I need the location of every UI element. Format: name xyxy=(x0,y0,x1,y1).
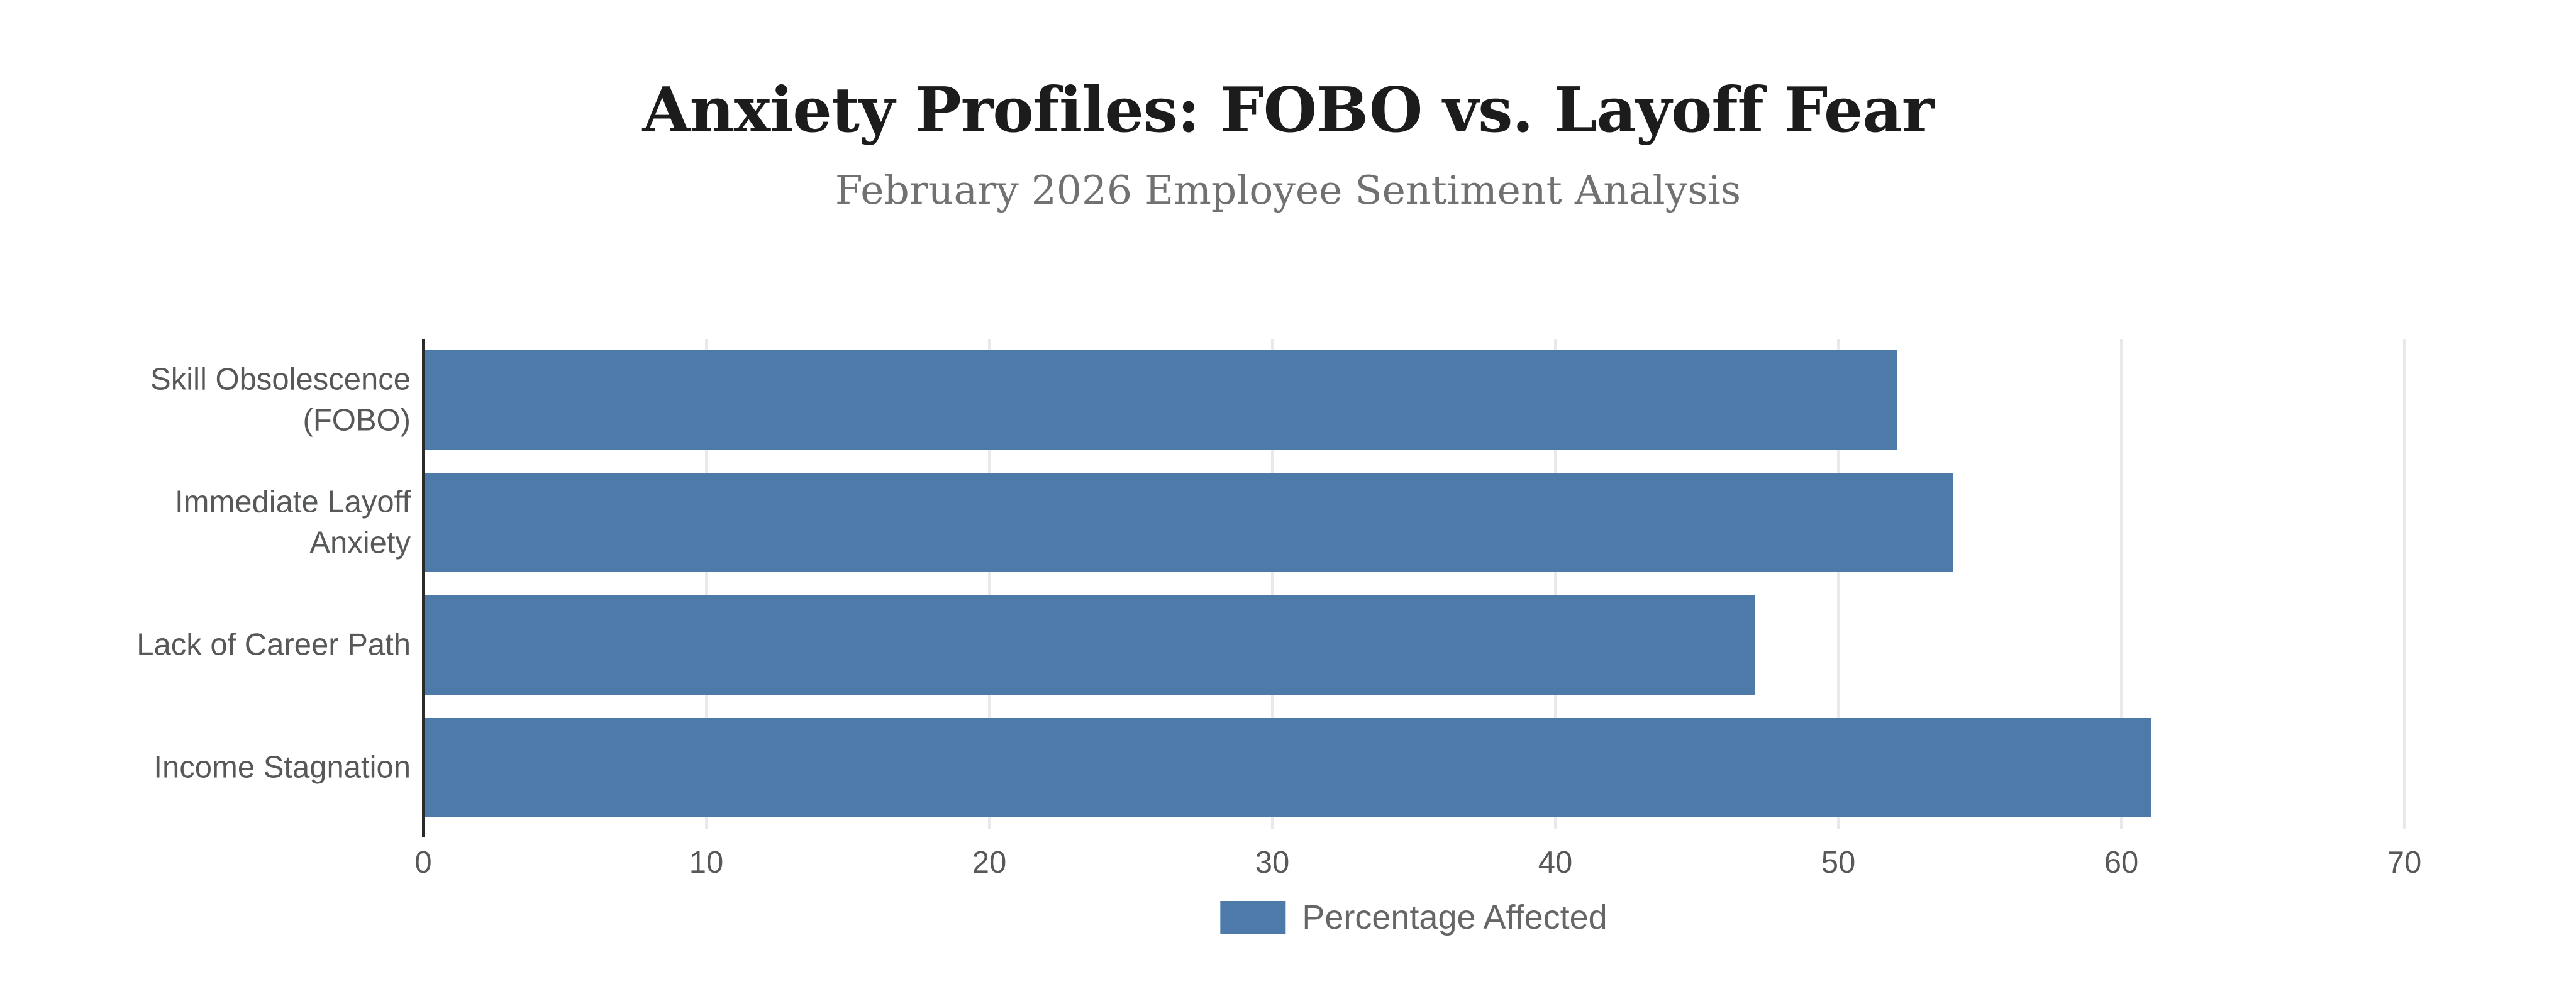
chart-title: Anxiety Profiles: FOBO vs. Layoff Fear xyxy=(642,74,1934,146)
legend-label: Percentage Affected xyxy=(1302,898,1607,936)
bar-lack-of-career-path xyxy=(425,595,1755,695)
gridline-x-50 xyxy=(1837,339,1840,829)
x-tick-label-50: 50 xyxy=(1821,846,1856,880)
y-axis-line xyxy=(422,339,425,837)
x-tick-label-20: 20 xyxy=(972,846,1007,880)
y-axis-label: Income Stagnation xyxy=(153,750,411,785)
chart-subtitle: February 2026 Employee Sentiment Analysi… xyxy=(835,167,1741,213)
x-tick-label-40: 40 xyxy=(1538,846,1573,880)
x-tick-label-70: 70 xyxy=(2387,846,2422,880)
gridline-x-60 xyxy=(2120,339,2123,829)
bar-skill-obsolescence-fobo xyxy=(425,350,1897,450)
x-tick-label-60: 60 xyxy=(2104,846,2139,880)
gridline-x-40 xyxy=(1554,339,1557,829)
x-tick-label-0: 0 xyxy=(414,846,432,880)
y-axis-label: Skill Obsolescence (FOBO) xyxy=(150,362,411,437)
gridline-x-10 xyxy=(705,339,708,829)
gridline-x-20 xyxy=(988,339,991,829)
x-tick-label-30: 30 xyxy=(1255,846,1290,880)
gridline-x-70 xyxy=(2403,339,2406,829)
legend[interactable]: Percentage Affected xyxy=(1220,898,1607,937)
legend-swatch xyxy=(1220,901,1286,934)
gridline-x-30 xyxy=(1271,339,1274,829)
bar-immediate-layoff-anxiety xyxy=(425,473,1953,572)
bar-income-stagnation xyxy=(425,718,2151,817)
y-axis-label: Lack of Career Path xyxy=(136,627,411,662)
y-axis-label: Immediate Layoff Anxiety xyxy=(175,485,411,560)
x-tick-label-10: 10 xyxy=(689,846,724,880)
